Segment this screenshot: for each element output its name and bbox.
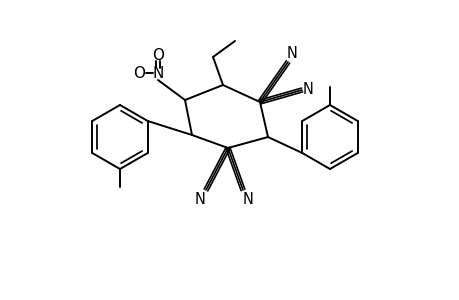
Text: N: N <box>152 65 163 80</box>
Text: O: O <box>133 65 145 80</box>
Text: N: N <box>286 46 297 61</box>
Text: N: N <box>194 191 205 206</box>
Text: N: N <box>302 82 313 97</box>
Text: N: N <box>242 191 253 206</box>
Text: O: O <box>151 47 164 62</box>
